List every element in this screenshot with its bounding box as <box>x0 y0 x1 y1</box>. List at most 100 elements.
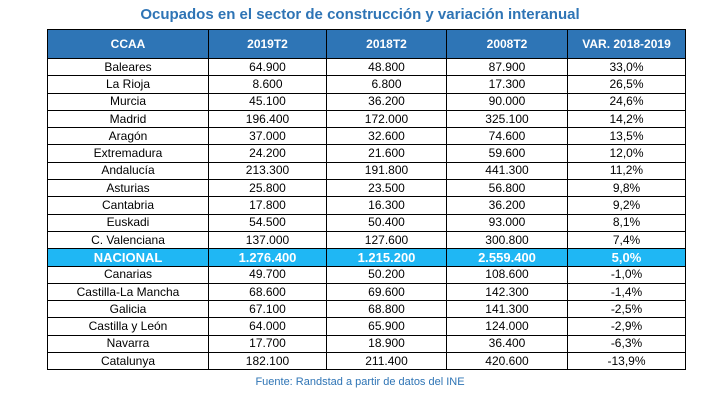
column-header-var: VAR. 2018-2019 <box>567 29 686 59</box>
value-2008t2-cell: 36.400 <box>446 334 568 354</box>
variation-cell: 8,1% <box>567 213 686 232</box>
value-2008t2-cell: 420.600 <box>446 352 568 371</box>
variation-cell: 9,2% <box>567 196 686 215</box>
ccaa-cell: Baleares <box>47 57 209 77</box>
value-2018t2-cell: 69.600 <box>326 282 447 302</box>
value-2019t2-cell: 37.000 <box>208 127 327 146</box>
variation-cell: 26,5% <box>567 75 686 94</box>
value-2018t2-cell: 36.200 <box>326 92 447 111</box>
value-2019t2-cell: 45.100 <box>208 92 327 111</box>
value-2018t2-cell: 21.600 <box>326 144 447 163</box>
value-2019t2-cell: 8.600 <box>208 75 327 94</box>
value-2019t2-cell: 17.700 <box>208 334 327 354</box>
table-row: Galicia 67.100 68.800 141.300 -2,5% <box>47 300 686 319</box>
table-row: Extremadura 24.200 21.600 59.600 12,0% <box>47 144 686 163</box>
value-2008t2-cell: 90.000 <box>446 92 568 111</box>
value-2008t2-cell: 36.200 <box>446 196 568 215</box>
value-2019t2-cell: 67.100 <box>208 300 327 319</box>
ccaa-cell: Asturias <box>47 179 209 198</box>
header-row: CCAA 2019T2 2018T2 2008T2 VAR. 2018-2019 <box>47 29 686 59</box>
value-2018t2-cell: 1.215.200 <box>326 248 447 267</box>
ccaa-cell: Canarias <box>47 265 209 284</box>
value-2019t2-cell: 25.800 <box>208 179 327 198</box>
table-row: Cantabria 17.800 16.300 36.200 9,2% <box>47 196 686 215</box>
value-2008t2-cell: 87.900 <box>446 57 568 77</box>
value-2018t2-cell: 172.000 <box>326 109 447 129</box>
table-row: La Rioja 8.600 6.800 17.300 26,5% <box>47 75 686 94</box>
table-body: Baleares 64.900 48.800 87.900 33,0% La Rioja 8… <box>47 57 686 371</box>
value-2018t2-cell: 191.800 <box>326 161 447 181</box>
ccaa-cell: Murcia <box>47 92 209 111</box>
variation-cell: -13,9% <box>567 352 686 371</box>
table-row: Catalunya 182.100 211.400 420.600 -13,9% <box>47 352 686 371</box>
value-2018t2-cell: 50.400 <box>326 213 447 232</box>
ccaa-cell: Castilla y León <box>47 317 209 336</box>
table-row: Asturias 25.800 23.500 56.800 9,8% <box>47 179 686 198</box>
table-row: Madrid 196.400 172.000 325.100 14,2% <box>47 109 686 129</box>
data-table: CCAA 2019T2 2018T2 2008T2 VAR. 2018-2019… <box>47 29 686 371</box>
value-2018t2-cell: 50.200 <box>326 265 447 284</box>
ccaa-cell: La Rioja <box>47 75 209 94</box>
table-row: Euskadi 54.500 50.400 93.000 8,1% <box>47 213 686 232</box>
value-2018t2-cell: 16.300 <box>326 196 447 215</box>
value-2008t2-cell: 93.000 <box>446 213 568 232</box>
value-2019t2-cell: 1.276.400 <box>208 248 327 267</box>
ccaa-cell: Extremadura <box>47 144 209 163</box>
column-header-2008t2: 2008T2 <box>446 29 568 59</box>
value-2019t2-cell: 64.900 <box>208 57 327 77</box>
value-2018t2-cell: 127.600 <box>326 230 447 250</box>
value-2019t2-cell: 64.000 <box>208 317 327 336</box>
variation-cell: 33,0% <box>567 57 686 77</box>
table-row: Navarra 17.700 18.900 36.400 -6,3% <box>47 334 686 354</box>
variation-cell: 12,0% <box>567 144 686 163</box>
variation-cell: 14,2% <box>567 109 686 129</box>
variation-cell: 7,4% <box>567 230 686 250</box>
value-2008t2-cell: 17.300 <box>446 75 568 94</box>
ccaa-cell: Cantabria <box>47 196 209 215</box>
column-header-2018t2: 2018T2 <box>326 29 447 59</box>
value-2008t2-cell: 56.800 <box>446 179 568 198</box>
ccaa-cell: Madrid <box>47 109 209 129</box>
value-2019t2-cell: 137.000 <box>208 230 327 250</box>
table-row: Aragón 37.000 32.600 74.600 13,5% <box>47 127 686 146</box>
ccaa-cell: Navarra <box>47 334 209 354</box>
value-2019t2-cell: 182.100 <box>208 352 327 371</box>
value-2008t2-cell: 141.300 <box>446 300 568 319</box>
value-2019t2-cell: 24.200 <box>208 144 327 163</box>
variation-cell: 13,5% <box>567 127 686 146</box>
ccaa-cell: Castilla-La Mancha <box>47 282 209 302</box>
variation-cell: 5,0% <box>567 248 686 267</box>
table-row: Castilla-La Mancha 68.600 69.600 142.300 -1,… <box>47 282 686 302</box>
value-2008t2-cell: 441.300 <box>446 161 568 181</box>
ccaa-cell: NACIONAL <box>47 248 209 267</box>
value-2008t2-cell: 74.600 <box>446 127 568 146</box>
ccaa-cell: Andalucía <box>47 161 209 181</box>
value-2018t2-cell: 68.800 <box>326 300 447 319</box>
table-title: Ocupados en el sector de construcción y … <box>140 6 580 23</box>
variation-cell: -2,9% <box>567 317 686 336</box>
value-2008t2-cell: 124.000 <box>446 317 568 336</box>
column-header-ccaa: CCAA <box>47 29 209 59</box>
value-2018t2-cell: 211.400 <box>326 352 447 371</box>
variation-cell: -2,5% <box>567 300 686 319</box>
ccaa-cell: Catalunya <box>47 352 209 371</box>
value-2008t2-cell: 108.600 <box>446 265 568 284</box>
value-2008t2-cell: 59.600 <box>446 144 568 163</box>
value-2019t2-cell: 68.600 <box>208 282 327 302</box>
table-row: C. Valenciana 137.000 127.600 300.800 7,4% <box>47 230 686 250</box>
value-2018t2-cell: 65.900 <box>326 317 447 336</box>
column-header-2019t2: 2019T2 <box>208 29 327 59</box>
variation-cell: 11,2% <box>567 161 686 181</box>
variation-cell: -1,4% <box>567 282 686 302</box>
value-2018t2-cell: 32.600 <box>326 127 447 146</box>
ccaa-cell: Galicia <box>47 300 209 319</box>
variation-cell: -1,0% <box>567 265 686 284</box>
value-2019t2-cell: 17.800 <box>208 196 327 215</box>
table-row: NACIONAL 1.276.400 1.215.200 2.559.400 5,0% <box>47 248 686 267</box>
value-2008t2-cell: 325.100 <box>446 109 568 129</box>
table-row: Andalucía 213.300 191.800 441.300 11,2% <box>47 161 686 181</box>
value-2008t2-cell: 142.300 <box>446 282 568 302</box>
value-2008t2-cell: 2.559.400 <box>446 248 568 267</box>
value-2019t2-cell: 196.400 <box>208 109 327 129</box>
value-2018t2-cell: 23.500 <box>326 179 447 198</box>
